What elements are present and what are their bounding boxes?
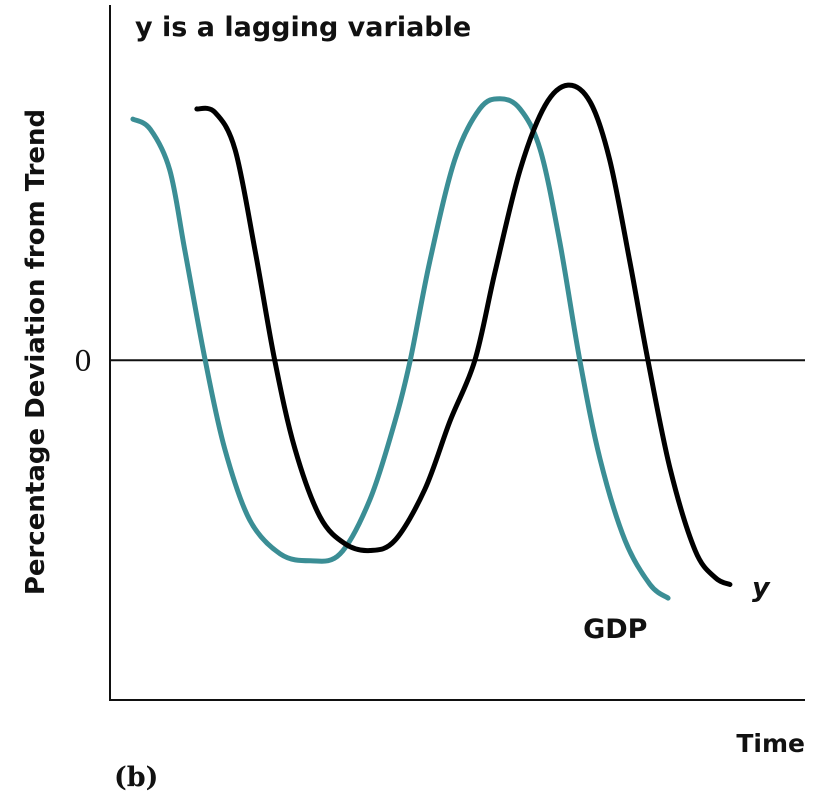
series-line <box>194 82 733 587</box>
series-line <box>130 96 671 601</box>
y-tick-label: 0 <box>74 344 92 377</box>
panel-label: (b) <box>114 762 158 793</box>
y-axis-label: Percentage Deviation from Trend <box>21 109 51 595</box>
series-label: y <box>752 573 771 604</box>
chart-title: y is a lagging variable <box>135 12 471 43</box>
x-axis-label: Time <box>736 729 805 758</box>
series-label: GDP <box>583 614 647 645</box>
